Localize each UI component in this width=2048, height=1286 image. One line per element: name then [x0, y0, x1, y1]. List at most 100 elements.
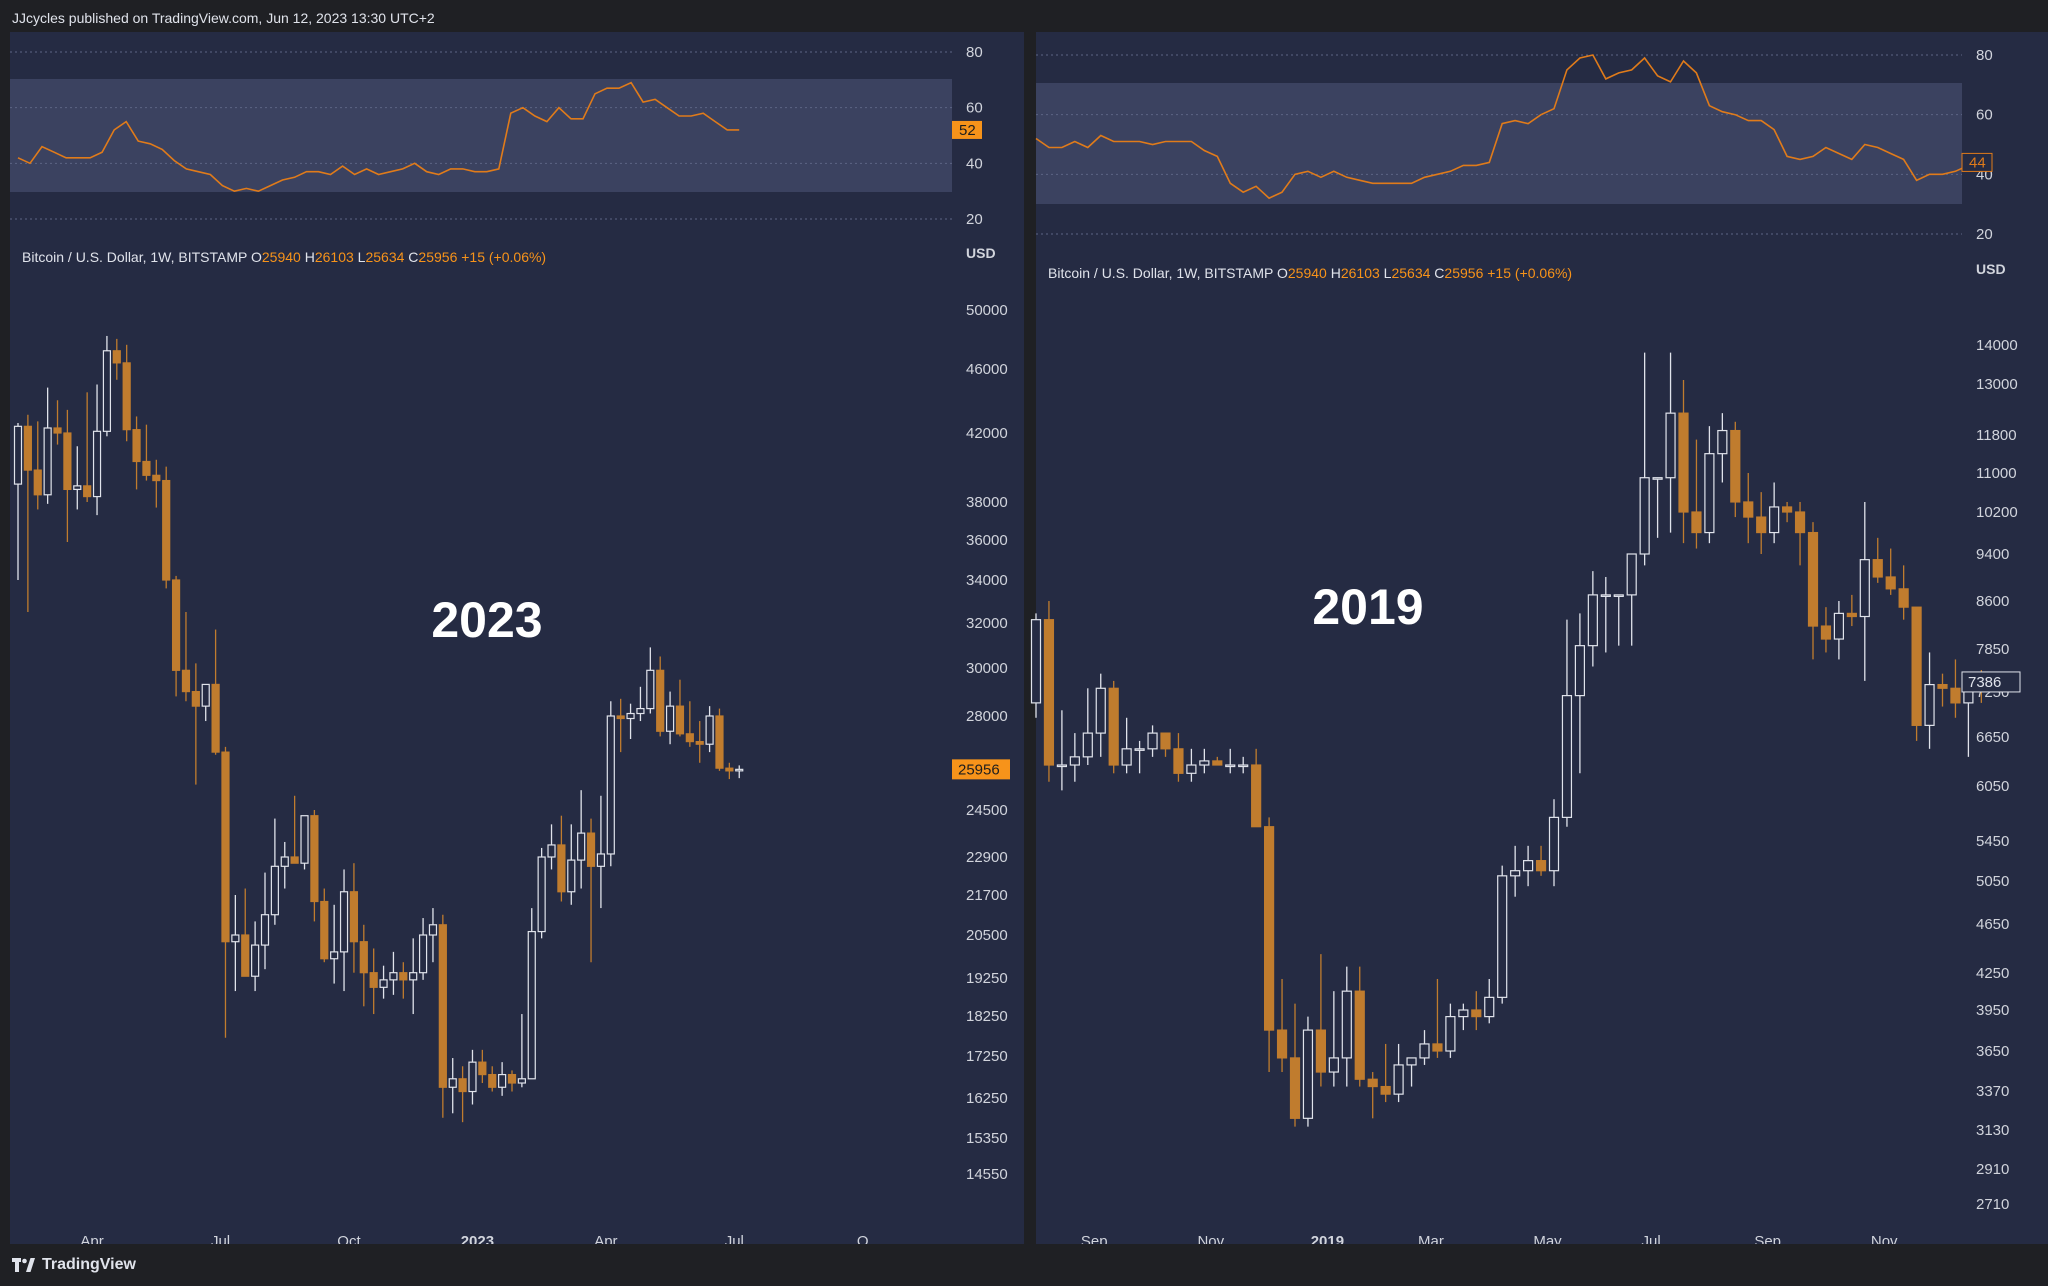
- price-tick-label: 3130: [1976, 1122, 2009, 1139]
- candle: [73, 446, 82, 510]
- rsi-tick-label: 20: [966, 211, 983, 228]
- price-tick-label: 14000: [1976, 337, 2018, 354]
- chart-panel-2019[interactable]: 80 60 40 20 44 Bitcoin / U.S. Dollar, 1W, BIT…: [1026, 32, 2048, 1244]
- rsi-pane[interactable]: 80 60 40 20 52: [10, 44, 983, 228]
- price-tick-label: 30000: [966, 660, 1008, 677]
- candle: [1548, 799, 1560, 887]
- candle: [280, 841, 289, 889]
- symbol-legend[interactable]: Bitcoin / U.S. Dollar, 1W, BITSTAMP O259…: [22, 249, 546, 265]
- candle: [330, 904, 339, 984]
- candle: [1328, 991, 1339, 1087]
- candle: [320, 888, 329, 963]
- rsi-tick-label: 80: [1976, 47, 1993, 64]
- price-tick-label: 5450: [1976, 833, 2009, 850]
- candle: [1561, 619, 1573, 827]
- price-tick-label: 8600: [1976, 593, 2009, 610]
- candle: [399, 962, 408, 999]
- candle: [1937, 673, 1948, 707]
- candle: [1108, 680, 1119, 774]
- candle: [1445, 1003, 1456, 1058]
- candle: [507, 1070, 517, 1092]
- candle: [152, 459, 161, 508]
- price-tick-label: 4250: [1976, 965, 2009, 982]
- candle: [547, 824, 556, 870]
- candle: [1950, 659, 1961, 718]
- time-tick-label: Sep: [1081, 1233, 1108, 1244]
- price-tick-label: 22900: [966, 849, 1008, 866]
- candle: [1186, 748, 1197, 782]
- price-tick-label: 18250: [966, 1008, 1008, 1025]
- candle: [1432, 978, 1443, 1058]
- price-axis[interactable]: 1400013000118001100010200940086007850725…: [1976, 337, 2018, 1213]
- rsi-tick-label: 60: [1976, 107, 1993, 124]
- candle: [646, 647, 655, 714]
- last-price-tag: [952, 759, 1010, 780]
- candle: [1173, 733, 1184, 782]
- candle: [458, 1066, 467, 1123]
- price-tick-label: 9400: [1976, 546, 2009, 563]
- tradingview-logo[interactable]: TradingView: [12, 1254, 136, 1276]
- candle: [567, 824, 576, 905]
- candle: [349, 863, 359, 973]
- price-tick-label: 19250: [966, 970, 1008, 987]
- candle: [379, 965, 388, 999]
- candle: [310, 810, 319, 922]
- candle: [1030, 613, 1042, 718]
- price-tick-label: 21700: [966, 887, 1008, 904]
- candle: [1264, 817, 1275, 1073]
- price-tick-label: 10200: [1976, 504, 2018, 521]
- candle: [1212, 756, 1223, 766]
- candle: [1846, 594, 1857, 627]
- candle: [1302, 1016, 1314, 1127]
- candle: [63, 409, 72, 542]
- time-tick-label: Jul: [725, 1233, 744, 1244]
- candle: [132, 416, 141, 490]
- price-tick-label: 6650: [1976, 729, 2009, 746]
- candle: [181, 612, 191, 702]
- candle: [1341, 966, 1352, 1087]
- price-tick-label: 36000: [966, 532, 1008, 549]
- time-tick-label: Nov: [1871, 1233, 1898, 1244]
- chart-panel-2023[interactable]: 80 60 40 20 52 Bitcoin / U.S. Dollar, 1W, BIT…: [0, 32, 1024, 1244]
- time-tick-label: Oct: [337, 1233, 361, 1244]
- candle: [715, 708, 724, 771]
- rsi-tick-label: 60: [966, 100, 983, 117]
- candle: [577, 790, 586, 889]
- candle: [211, 629, 220, 755]
- price-axis[interactable]: 50000 46000 42000 38000 36000 34000 32000 30000…: [966, 302, 1008, 1183]
- publisher-text: JJcycles published on TradingView.com, J…: [12, 10, 435, 26]
- candle: [231, 895, 240, 992]
- candle: [1769, 482, 1780, 544]
- candle: [1160, 732, 1171, 757]
- candle: [1458, 1003, 1469, 1031]
- price-tick-label: 14550: [966, 1166, 1008, 1183]
- price-tick-label: 5050: [1976, 873, 2009, 890]
- candle: [1587, 571, 1598, 667]
- time-axis[interactable]: Sep Nov 2019 Mar May Jul Sep Nov: [1081, 1233, 1898, 1244]
- rsi-last-tag: [1961, 152, 1993, 172]
- rsi-tick-label: 80: [966, 44, 983, 61]
- symbol-legend[interactable]: Bitcoin / U.S. Dollar, 1W, BITSTAMP O259…: [1048, 265, 1572, 281]
- candle: [1600, 576, 1611, 653]
- footer-bar: TradingView: [0, 1244, 2048, 1286]
- year-label: 2019: [1312, 579, 1423, 635]
- candle: [1393, 1043, 1404, 1103]
- candle: [1289, 1003, 1301, 1127]
- candle: [488, 1066, 497, 1092]
- price-tick-label: 24500: [966, 802, 1008, 819]
- candle: [1225, 748, 1236, 774]
- candle: [448, 1058, 457, 1114]
- candle: [1251, 748, 1262, 828]
- time-axis[interactable]: Apr Jul Oct 2023 Apr Jul O: [80, 1233, 868, 1244]
- price-tick-label: 34000: [966, 572, 1008, 589]
- candle: [300, 815, 309, 870]
- candle: [122, 344, 131, 442]
- candle: [389, 951, 398, 995]
- candle: [636, 686, 645, 722]
- candle: [606, 701, 615, 867]
- candle: [557, 815, 566, 902]
- time-tick-label: 2023: [461, 1233, 494, 1244]
- chart-2023-svg[interactable]: 80 60 40 20 52 Bitcoin / U.S. Dollar, 1W, BIT…: [0, 32, 1024, 1244]
